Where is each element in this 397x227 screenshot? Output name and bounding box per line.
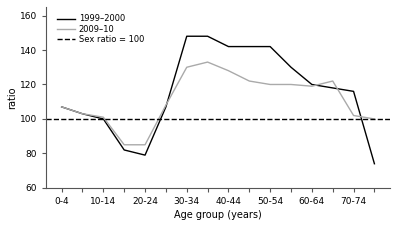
2009–10	[268, 83, 272, 86]
1999–2000	[226, 45, 231, 48]
2009–10	[310, 85, 314, 88]
Y-axis label: ratio: ratio	[7, 86, 17, 109]
2009–10	[247, 80, 252, 82]
2009–10	[226, 69, 231, 72]
2009–10	[372, 118, 377, 120]
1999–2000	[122, 149, 127, 151]
2009–10	[330, 80, 335, 82]
1999–2000	[184, 35, 189, 38]
2009–10	[101, 116, 106, 118]
2009–10	[351, 114, 356, 117]
2009–10	[122, 143, 127, 146]
Sex ratio = 100	[59, 118, 64, 120]
2009–10	[184, 66, 189, 69]
Legend: 1999–2000, 2009–10, Sex ratio = 100: 1999–2000, 2009–10, Sex ratio = 100	[54, 11, 147, 47]
2009–10	[205, 61, 210, 63]
1999–2000	[289, 66, 293, 69]
1999–2000	[143, 154, 147, 156]
1999–2000	[80, 112, 85, 115]
1999–2000	[164, 106, 168, 108]
1999–2000	[330, 86, 335, 89]
Line: 1999–2000: 1999–2000	[62, 36, 374, 164]
1999–2000	[268, 45, 272, 48]
2009–10	[143, 143, 147, 146]
1999–2000	[351, 90, 356, 93]
X-axis label: Age group (years): Age group (years)	[174, 210, 262, 220]
Sex ratio = 100	[80, 118, 85, 120]
1999–2000	[310, 83, 314, 86]
1999–2000	[247, 45, 252, 48]
2009–10	[289, 83, 293, 86]
2009–10	[164, 104, 168, 106]
2009–10	[59, 106, 64, 108]
1999–2000	[59, 106, 64, 108]
1999–2000	[101, 118, 106, 120]
2009–10	[80, 112, 85, 115]
1999–2000	[205, 35, 210, 38]
1999–2000	[372, 162, 377, 165]
Line: 2009–10: 2009–10	[62, 62, 374, 145]
